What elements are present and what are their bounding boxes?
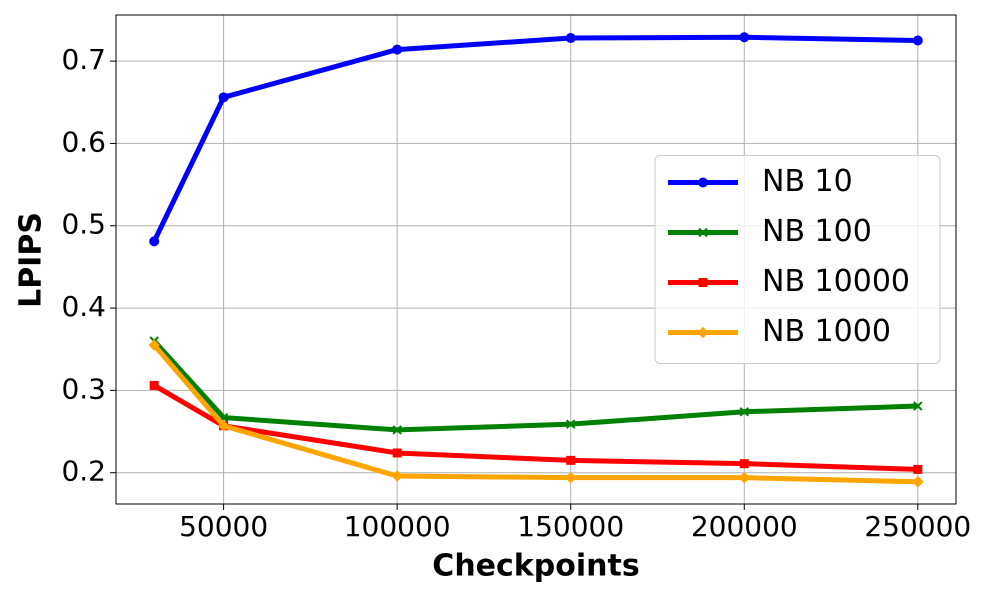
legend-label: NB 100 <box>762 214 872 249</box>
plot-frame <box>115 14 957 505</box>
x-tick-label: 250000 <box>864 510 971 543</box>
series-line <box>152 339 918 433</box>
legend-box <box>654 155 941 364</box>
series-line <box>152 383 918 472</box>
point <box>391 470 403 482</box>
legend-label: NB 1000 <box>762 314 891 349</box>
point <box>149 236 160 247</box>
y-tick-label: 0.6 <box>61 125 106 158</box>
legend-marker <box>698 278 708 287</box>
point <box>566 419 576 429</box>
point <box>565 471 577 484</box>
y-axis-label: LPIPS <box>14 212 49 308</box>
point <box>739 32 750 43</box>
point <box>738 471 750 484</box>
series-line <box>152 343 918 485</box>
point <box>148 339 160 351</box>
point <box>392 44 403 55</box>
point <box>739 407 749 417</box>
legend-marker <box>697 326 709 339</box>
y-tick-label: 0.2 <box>61 455 106 488</box>
point <box>912 35 923 46</box>
point <box>218 92 229 103</box>
y-tick-label: 0.7 <box>61 43 106 76</box>
legend-label: NB 10 <box>762 164 853 199</box>
point <box>739 459 749 469</box>
x-tick-label: 150000 <box>517 510 624 543</box>
y-tick-label: 0.3 <box>61 372 106 405</box>
x-tick-label: 50000 <box>179 510 268 543</box>
legend-label: NB 10000 <box>762 264 910 299</box>
point <box>392 425 402 435</box>
point <box>912 476 924 488</box>
point <box>913 401 923 411</box>
y-tick-label: 0.5 <box>61 208 106 241</box>
y-tick-label: 0.4 <box>61 290 106 323</box>
point <box>392 448 402 458</box>
point <box>149 380 159 390</box>
point <box>565 33 576 44</box>
point <box>217 420 230 432</box>
series-line <box>151 34 918 243</box>
x-tick-label: 100000 <box>344 510 451 543</box>
legend-marker <box>698 177 708 188</box>
legend-marker <box>698 227 708 238</box>
point <box>913 464 923 474</box>
x-axis-label: Checkpoints <box>432 549 639 584</box>
x-tick-label: 200000 <box>691 510 798 543</box>
point <box>566 455 576 465</box>
